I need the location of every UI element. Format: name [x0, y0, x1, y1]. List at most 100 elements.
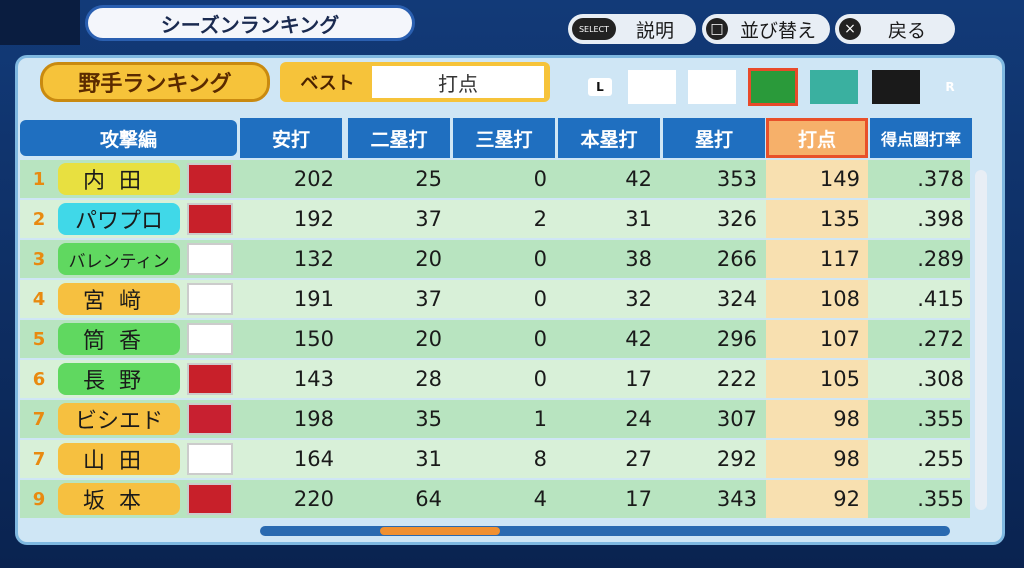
- team-logo[interactable]: [872, 70, 920, 104]
- stat-cell: 92: [833, 487, 860, 511]
- stat-cell: 192: [293, 207, 334, 231]
- player-name[interactable]: 山田: [58, 443, 180, 475]
- highlight-cell: [766, 240, 868, 278]
- stat-cell: 98: [833, 447, 860, 471]
- team-logo: [187, 163, 233, 195]
- player-name[interactable]: バレンティン: [58, 243, 180, 275]
- stat-cell: 1: [533, 407, 547, 431]
- stat-cell: 35: [415, 407, 442, 431]
- stat-cell: 353: [716, 167, 757, 191]
- player-name[interactable]: 内田: [58, 163, 180, 195]
- stat-cell: .355: [917, 487, 964, 511]
- button-label[interactable]: 説明: [635, 19, 674, 42]
- scrollbar[interactable]: [975, 170, 987, 510]
- stat-cell: .272: [917, 327, 964, 351]
- stat-cell: 198: [293, 407, 334, 431]
- stat-cell: .378: [917, 167, 964, 191]
- stat-cell: 37: [415, 207, 442, 231]
- stat-cell: 108: [819, 287, 860, 311]
- stat-cell: 326: [716, 207, 757, 231]
- rank: 2: [32, 208, 46, 230]
- player-name[interactable]: 坂本: [58, 483, 180, 515]
- button-key[interactable]: □: [706, 18, 728, 40]
- stat-cell: 64: [415, 487, 442, 511]
- team-logo: [187, 243, 233, 275]
- stat-cell: 25: [415, 167, 442, 191]
- stat-cell: 164: [293, 447, 334, 471]
- stat-cell: 17: [625, 367, 652, 391]
- stat-cell: 135: [819, 207, 860, 231]
- h-scrollbar[interactable]: [260, 526, 950, 536]
- stat-cell: 143: [293, 367, 334, 391]
- stat-cell: 292: [716, 447, 757, 471]
- rank: 9: [32, 488, 46, 510]
- rank: 3: [32, 248, 46, 270]
- section-header: 攻撃編: [20, 120, 237, 156]
- rank: 5: [32, 328, 46, 350]
- team-logo[interactable]: [688, 70, 736, 104]
- button-label[interactable]: 並び替え: [739, 19, 816, 42]
- column-header[interactable]: 本塁打: [558, 118, 660, 158]
- stat-cell: 24: [625, 407, 652, 431]
- player-name[interactable]: 筒香: [58, 323, 180, 355]
- column-header[interactable]: 三塁打: [453, 118, 555, 158]
- column-header[interactable]: 二塁打: [348, 118, 450, 158]
- highlight-cell: [766, 160, 868, 198]
- team-logo: [187, 323, 233, 355]
- stat-cell: 105: [819, 367, 860, 391]
- panel-title: 野手ランキング: [40, 62, 270, 102]
- stat-cell: 343: [716, 487, 757, 511]
- stat-cell: .355: [917, 407, 964, 431]
- stat-cell: 42: [625, 167, 652, 191]
- stat-cell: 117: [819, 247, 860, 271]
- team-logo: [187, 203, 233, 235]
- team-logo[interactable]: [810, 70, 858, 104]
- stat-cell: .308: [917, 367, 964, 391]
- button-key[interactable]: SELECT: [572, 18, 616, 40]
- stat-cell: 307: [716, 407, 757, 431]
- column-header[interactable]: 得点圏打率: [870, 118, 972, 158]
- rank: 6: [32, 368, 46, 390]
- team-logo: [187, 483, 233, 515]
- stat-cell: 2: [533, 207, 547, 231]
- stat-cell: 20: [415, 247, 442, 271]
- button-label[interactable]: 戻る: [887, 19, 926, 42]
- stat-cell: 0: [533, 167, 547, 191]
- player-name[interactable]: 宮﨑: [58, 283, 180, 315]
- highlight-cell: [766, 440, 868, 478]
- stat-cell: 107: [819, 327, 860, 351]
- team-logo[interactable]: [628, 70, 676, 104]
- stat-cell: 32: [625, 287, 652, 311]
- nav-right[interactable]: R: [945, 80, 955, 94]
- highlight-cell: [766, 480, 868, 518]
- nav-left[interactable]: L: [588, 78, 612, 96]
- stat-cell: 28: [415, 367, 442, 391]
- column-header[interactable]: 安打: [240, 118, 342, 158]
- rank: 1: [32, 168, 46, 190]
- h-scroll-thumb[interactable]: [380, 527, 500, 535]
- stat-cell: 4: [533, 487, 547, 511]
- stat-cell: 0: [533, 287, 547, 311]
- stat-cell: 31: [625, 207, 652, 231]
- column-header[interactable]: 塁打: [663, 118, 765, 158]
- player-name[interactable]: パワプロ: [58, 203, 180, 235]
- team-logo: [187, 403, 233, 435]
- stat-cell: 98: [833, 407, 860, 431]
- team-logo[interactable]: [748, 68, 798, 106]
- stat-cell: 149: [819, 167, 860, 191]
- stat-cell: 191: [293, 287, 334, 311]
- player-name[interactable]: ビシエド: [58, 403, 180, 435]
- highlight-cell: [766, 400, 868, 438]
- stat-cell: .255: [917, 447, 964, 471]
- stat-cell: .289: [917, 247, 964, 271]
- highlight-cell: [766, 320, 868, 358]
- player-name[interactable]: 長野: [58, 363, 180, 395]
- stat-cell: .398: [917, 207, 964, 231]
- rank: 4: [32, 288, 46, 310]
- button-key[interactable]: ×: [839, 18, 861, 40]
- column-header[interactable]: 打点: [766, 118, 868, 158]
- filter-value[interactable]: 打点: [372, 66, 544, 98]
- team-logo: [187, 283, 233, 315]
- stat-cell: 37: [415, 287, 442, 311]
